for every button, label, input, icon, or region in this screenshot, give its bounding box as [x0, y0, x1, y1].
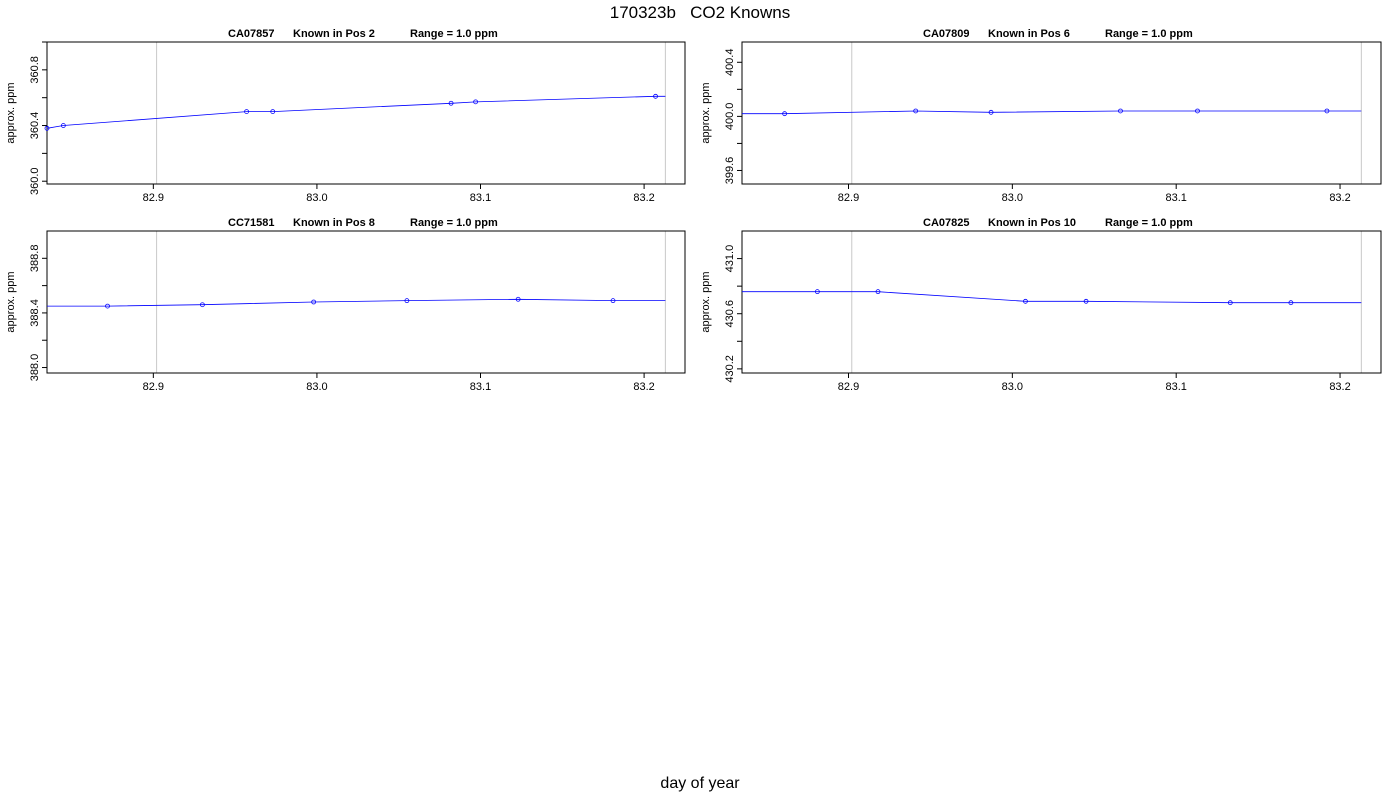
figure-title: 170323b CO2 Knowns	[609, 3, 791, 22]
data-point	[404, 298, 410, 304]
data-point	[782, 111, 787, 117]
chart-panel-2: CA07809 Known in Pos 6 Range = 1.0 ppm 82.9…	[700, 28, 1382, 204]
x-tick-label: 83.0	[306, 192, 327, 204]
x-tick-label: 83.2	[633, 192, 654, 204]
data-point	[60, 123, 66, 128]
y-tick-label: 360.0	[29, 167, 41, 195]
data-point	[875, 289, 881, 295]
data-point	[1324, 108, 1330, 114]
y-axis-label: approx. ppm	[700, 271, 712, 332]
panel-title-part: Range = 1.0 ppm	[410, 28, 498, 40]
chart-panel-3: CC71581 Known in Pos 8 Range = 1.0 ppm 82.9…	[5, 217, 686, 393]
x-tick-label: 83.0	[1002, 192, 1023, 204]
y-tick-label: 430.2	[724, 355, 736, 383]
data-point	[244, 109, 249, 115]
chart-panel-4: CA07825 Known in Pos 10 Range = 1.0 ppm 82.…	[700, 217, 1382, 393]
data-point	[1118, 108, 1123, 114]
plot-frame	[46, 230, 686, 374]
data-point	[1195, 108, 1200, 114]
plot-frame	[741, 41, 1382, 185]
data-point	[913, 108, 919, 114]
series-line	[742, 110, 1362, 115]
panel-title-part: Known in Pos 10	[988, 217, 1076, 229]
y-tick-label: 388.4	[29, 299, 41, 327]
panel-title-part: Range = 1.0 ppm	[1105, 28, 1193, 40]
y-tick-label: 399.6	[724, 157, 736, 185]
x-tick-label: 82.9	[143, 381, 164, 393]
y-tick-label: 400.4	[724, 49, 736, 77]
chart-panel-1: CA07857 Known in Pos 2 Range = 1.0 ppm 82.9…	[5, 28, 686, 204]
panel-title-part: Known in Pos 2	[293, 28, 375, 40]
x-tick-label: 82.9	[143, 192, 164, 204]
series-line	[46, 95, 666, 129]
panel-title-part: CA07857	[228, 28, 274, 40]
data-point	[311, 299, 317, 305]
y-tick-label: 388.8	[29, 245, 41, 273]
y-tick-label: 431.0	[724, 245, 736, 273]
y-axis-label: approx. ppm	[5, 82, 17, 143]
data-point	[1023, 298, 1028, 304]
y-tick-label: 400.0	[724, 103, 736, 131]
panel-title-part: Known in Pos 8	[293, 217, 375, 229]
x-tick-label: 83.2	[1329, 192, 1350, 204]
panel-title-part: CA07809	[923, 28, 969, 40]
data-point	[515, 296, 521, 302]
x-tick-label: 82.9	[838, 381, 859, 393]
data-point	[653, 93, 658, 99]
x-tick-label: 83.1	[1165, 192, 1186, 204]
y-axis-label: approx. ppm	[5, 271, 17, 332]
data-point	[814, 289, 820, 295]
y-tick-label: 430.6	[724, 300, 736, 328]
y-tick-label: 360.4	[29, 112, 41, 140]
panel-title-part: Range = 1.0 ppm	[1105, 217, 1193, 229]
data-point	[44, 125, 50, 131]
x-tick-label: 83.1	[470, 381, 491, 393]
data-point	[1227, 300, 1233, 306]
y-axis-label: approx. ppm	[700, 82, 712, 143]
y-tick-label: 360.8	[29, 56, 41, 84]
series-line	[742, 291, 1362, 304]
x-tick-label: 83.0	[306, 381, 327, 393]
data-point	[988, 109, 994, 115]
data-point	[473, 99, 479, 105]
panel-title-part: CC71581	[228, 217, 274, 229]
x-tick-label: 83.0	[1002, 381, 1023, 393]
series-line	[47, 298, 666, 307]
data-point	[270, 109, 276, 115]
data-point	[1083, 298, 1089, 304]
y-tick-label: 388.0	[29, 354, 41, 382]
x-axis-caption: day of year	[660, 775, 740, 792]
x-tick-label: 83.1	[470, 192, 491, 204]
plot-frame	[46, 41, 686, 185]
panel-title-part: Known in Pos 6	[988, 28, 1070, 40]
plot-frame	[741, 230, 1382, 374]
data-point	[1288, 300, 1294, 306]
panel-title-part: CA07825	[923, 217, 969, 229]
data-point	[200, 302, 205, 308]
x-tick-label: 83.2	[1329, 381, 1350, 393]
data-point	[448, 100, 454, 106]
data-point	[105, 303, 110, 309]
data-point	[610, 298, 616, 304]
panel-title-part: Range = 1.0 ppm	[410, 217, 498, 229]
x-tick-label: 83.2	[633, 381, 654, 393]
x-tick-label: 83.1	[1165, 381, 1186, 393]
x-tick-label: 82.9	[838, 192, 859, 204]
